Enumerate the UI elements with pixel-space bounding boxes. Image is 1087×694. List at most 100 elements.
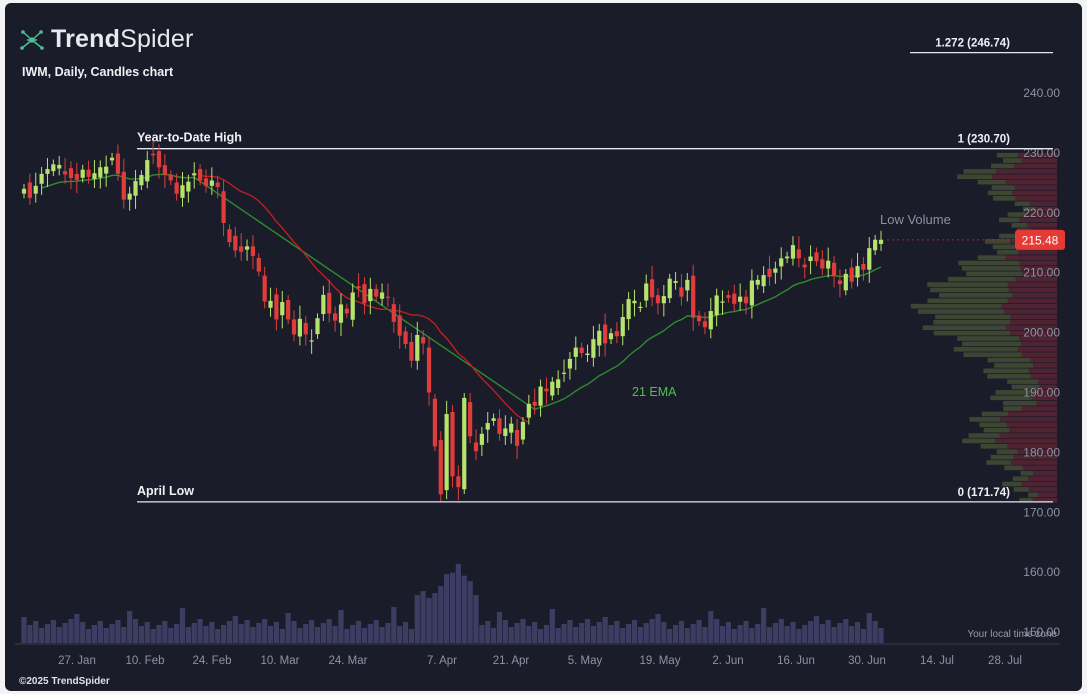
volume-bar	[461, 575, 467, 643]
volume-profile-bar-down	[1001, 303, 1057, 309]
candle-body	[808, 256, 813, 262]
volume-profile-bar-up	[957, 174, 993, 180]
volume-bar	[849, 626, 855, 643]
candle-body	[315, 318, 320, 335]
candle-body	[626, 299, 631, 320]
volume-profile-bar-up	[1013, 487, 1029, 492]
candle-body	[661, 296, 666, 304]
volume-profile-bar-down	[1027, 222, 1057, 228]
candle-body	[573, 347, 578, 357]
volume-profile-bar-down	[1015, 276, 1057, 282]
candle-body	[415, 334, 420, 361]
volume-bar	[121, 627, 127, 643]
candle-body	[374, 288, 379, 297]
volume-bar	[438, 586, 444, 643]
candle-body	[151, 153, 156, 156]
candle-body	[767, 268, 772, 277]
volume-bar	[778, 619, 784, 643]
volume-profile-bar-down	[1000, 417, 1057, 422]
volume-bar	[719, 626, 726, 643]
volume-bar	[408, 629, 415, 643]
candle-body	[250, 246, 256, 256]
fib-level-name: April Low	[137, 484, 194, 498]
volume-profile-bar-down	[995, 438, 1057, 444]
chart-panel: 240.00 230.00 220.00 210.00 200.00 190.00 180.…	[5, 3, 1082, 691]
volume-bar	[232, 616, 238, 643]
candle-body	[127, 193, 132, 200]
y-tick-label: 170.00	[1023, 505, 1060, 519]
volume-bar	[314, 627, 321, 643]
candle-body	[115, 153, 121, 174]
volume-profile-bar-down	[1004, 309, 1057, 314]
candle-body	[274, 294, 279, 320]
volume-bar	[162, 621, 168, 643]
fib-level-label: 1.272 (246.74)	[935, 38, 1010, 50]
volume-profile-bar-down	[1014, 185, 1057, 190]
candle-body	[309, 340, 314, 342]
candle-body	[579, 347, 584, 353]
volume-bar	[467, 581, 473, 643]
volume-bar	[267, 626, 274, 643]
volume-profile-bar-up	[963, 352, 1022, 357]
trendspider-logo: TrendSpider	[19, 25, 194, 54]
candle-body	[221, 191, 226, 223]
volume-bar	[784, 626, 790, 643]
volume-bar	[743, 621, 749, 643]
volume-bar	[819, 624, 825, 643]
volume-profile-bar-down	[1017, 346, 1057, 352]
volume-profile-bar-up	[1014, 201, 1030, 207]
x-tick-label: 30. Jun	[848, 655, 886, 667]
volume-bar	[367, 624, 373, 643]
volume-bar	[115, 620, 121, 643]
candle-body	[790, 245, 796, 259]
candle-body	[514, 429, 520, 446]
volume-bars	[21, 564, 884, 643]
volume-profile-bar-up	[1020, 470, 1034, 476]
x-tick-label: 21. Apr	[493, 655, 530, 667]
volume-bar	[127, 611, 133, 643]
volume-bar	[813, 616, 820, 643]
volume-bar	[678, 621, 685, 643]
volume-profile-bar-up	[1003, 406, 1023, 411]
volume-bar	[608, 625, 614, 643]
candle-body	[738, 296, 743, 302]
volume-bar	[350, 625, 356, 643]
volume-bar	[44, 624, 51, 643]
volume-profile-bar-down	[1009, 427, 1057, 433]
volume-profile-bar-up	[983, 427, 1010, 433]
ema-21-line	[41, 173, 882, 411]
volume-profile-bar-up	[933, 320, 1010, 325]
volume-profile-bar-down	[1030, 373, 1057, 379]
candle-body	[344, 308, 349, 314]
candle-body	[239, 246, 244, 252]
volume-profile-bar-down	[1008, 411, 1057, 417]
volume-bar	[796, 629, 802, 643]
candle-body	[837, 280, 843, 285]
volume-profile-bar-up	[939, 293, 1013, 298]
candle-body	[544, 388, 549, 392]
x-tick-label: 27. Jan	[58, 655, 96, 667]
volume-bar	[344, 629, 350, 643]
candle-body	[497, 418, 502, 434]
volume-bar	[138, 626, 144, 643]
candle-body	[526, 403, 531, 418]
volume-bar	[714, 619, 720, 643]
volume-bar	[631, 620, 638, 643]
volume-bar	[191, 623, 197, 643]
candle-body	[280, 302, 285, 316]
volume-bar	[291, 621, 297, 643]
volume-bar	[526, 626, 532, 643]
volume-bar	[708, 611, 714, 643]
volume-bar	[514, 623, 520, 643]
volume-bar	[197, 619, 203, 643]
y-tick-label: 240.00	[1023, 86, 1060, 100]
volume-bar	[150, 629, 156, 643]
volume-profile-bar-up	[991, 185, 1015, 190]
price-chart[interactable]: 240.00 230.00 220.00 210.00 200.00 190.00 180.…	[5, 3, 1082, 691]
volume-bar	[273, 622, 280, 643]
volume-profile-bar-up	[999, 233, 1020, 239]
volume-bar	[156, 625, 162, 643]
candle-body	[826, 260, 831, 269]
volume-profile-bar-down	[1039, 384, 1057, 390]
volume-profile-bar-down	[1028, 487, 1057, 492]
